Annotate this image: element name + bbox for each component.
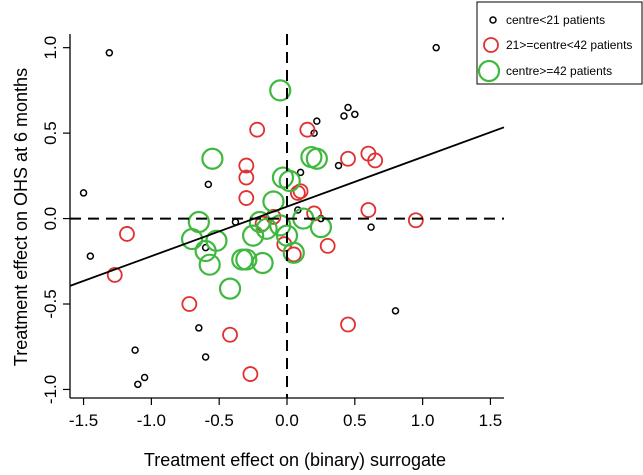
data-point-series-1: [340, 316, 356, 333]
legend-marker-small: [489, 16, 497, 24]
data-point-series-0: [344, 103, 352, 112]
axes-layer: -1.5 -1.0 -0.5 0.0 0.5 1.0 1.5 -1.0 -0.5 0.0 0.5 1.…: [41, 34, 505, 430]
data-point-series-0: [296, 168, 305, 177]
data-point-series-0: [195, 324, 203, 332]
data-point-series-1: [319, 238, 336, 254]
data-point-series-1: [106, 267, 123, 283]
data-point-series-1: [119, 226, 135, 242]
x-tick-label: 0.0: [275, 411, 299, 430]
data-point-series-2: [275, 224, 299, 247]
y-tick-label: 0.0: [41, 207, 60, 231]
data-point-series-1: [238, 169, 255, 186]
data-point-series-0: [86, 252, 95, 260]
data-point-series-0: [134, 380, 142, 389]
y-tick-label: 1.0: [41, 36, 60, 60]
data-point-series-1: [340, 150, 356, 167]
data-point-series-2: [248, 210, 271, 234]
legend: centre<21 patients 21>=centre<42 patient…: [476, 1, 643, 85]
data-point-series-2: [201, 147, 224, 170]
data-point-series-0: [294, 206, 302, 214]
data-point-series-0: [334, 161, 343, 170]
data-point-series-2: [218, 277, 242, 300]
data-point-series-1: [299, 121, 316, 138]
data-point-series-1: [222, 326, 238, 343]
data-point-series-2: [180, 227, 204, 251]
data-point-series-2: [278, 169, 301, 193]
data-point-series-2: [309, 216, 333, 239]
data-point-series-1: [238, 190, 255, 206]
data-point-series-1: [238, 157, 255, 174]
data-point-series-2: [205, 229, 228, 252]
x-tick-label: 1.0: [411, 411, 435, 430]
data-point-series-0: [391, 307, 400, 315]
x-tick-label: 1.5: [479, 411, 503, 430]
data-point-series-0: [105, 49, 114, 57]
x-tick-label: -0.5: [205, 411, 234, 430]
data-point-series-0: [131, 346, 139, 354]
data-point-series-0: [204, 180, 213, 189]
data-point-series-0: [340, 112, 348, 120]
regression-line: [69, 126, 505, 287]
data-point-series-2: [255, 217, 278, 240]
data-point-series-1: [249, 121, 266, 138]
data-point-series-2: [235, 248, 258, 271]
data-point-series-1: [242, 366, 259, 382]
x-tick-label: -1.0: [137, 411, 166, 430]
data-point-series-0: [367, 223, 375, 231]
legend-marker-medium: [483, 37, 499, 53]
x-tick-label: 0.5: [343, 411, 367, 430]
markers-layer: [79, 43, 440, 389]
data-point-series-0: [313, 117, 321, 125]
y-axis-label: Treatment effect on OHS at 6 months: [11, 68, 31, 366]
x-tick-label: -1.5: [69, 411, 98, 430]
data-point-series-0: [432, 43, 440, 52]
data-point-series-2: [305, 147, 328, 170]
data-point-series-0: [140, 373, 149, 382]
data-point-series-0: [201, 353, 210, 361]
data-point-series-1: [367, 152, 384, 169]
data-point-series-2: [198, 253, 221, 276]
data-point-series-1: [265, 208, 282, 225]
legend-entry-large: centre>=42 patients: [506, 64, 612, 78]
legend-marker-large: [477, 59, 501, 83]
y-tick-label: 0.5: [41, 121, 60, 145]
data-point-series-2: [251, 251, 274, 275]
data-point-series-0: [79, 189, 88, 197]
y-tick-label: -0.5: [41, 289, 60, 318]
data-point-series-1: [407, 212, 424, 229]
legend-entry-medium: 21>=centre<42 patients: [506, 38, 632, 52]
data-point-series-2: [269, 79, 292, 102]
data-point-series-0: [351, 110, 359, 119]
x-axis-label: Treatment effect on (binary) surrogate: [144, 450, 446, 470]
y-tick-label: -1.0: [41, 375, 60, 404]
data-point-series-1: [181, 296, 198, 312]
legend-entry-small: centre<21 patients: [506, 13, 605, 27]
data-point-series-2: [241, 224, 265, 247]
legend-box: [476, 1, 643, 85]
data-point-series-1: [360, 202, 377, 218]
